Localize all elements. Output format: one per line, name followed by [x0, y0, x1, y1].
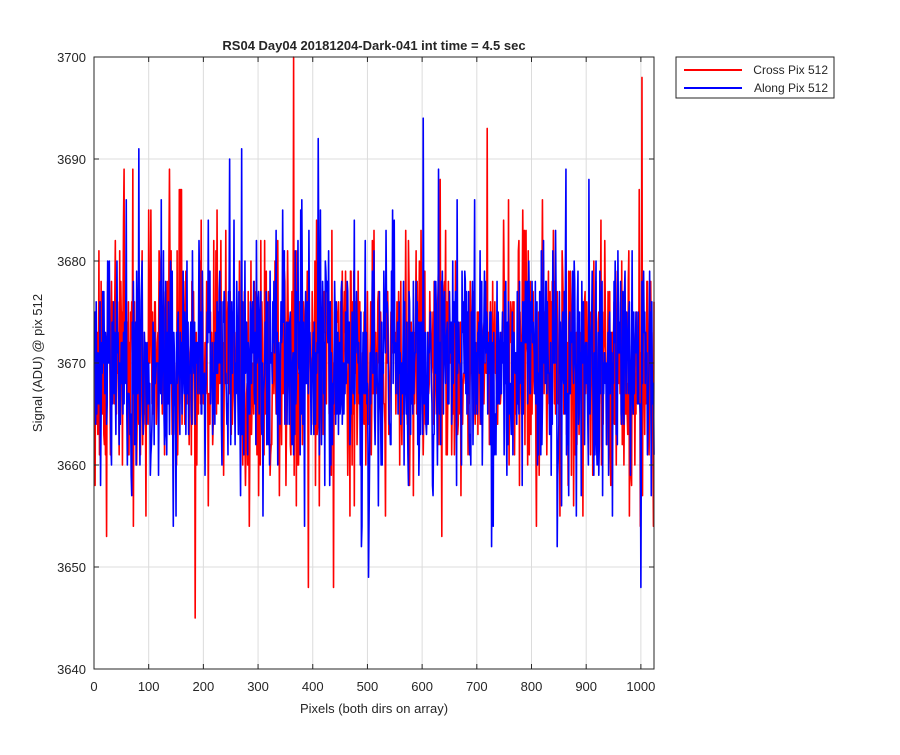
x-tick-label: 700	[466, 679, 488, 694]
series-line-along-pix-512	[93, 117, 655, 589]
legend-label-cross: Cross Pix 512	[753, 63, 828, 77]
x-tick-label: 800	[521, 679, 543, 694]
y-tick-label: 3640	[57, 662, 86, 677]
y-tick-label: 3670	[57, 356, 86, 371]
x-tick-label: 900	[575, 679, 597, 694]
x-tick-label: 600	[411, 679, 433, 694]
y-tick-label: 3680	[57, 254, 86, 269]
y-tick-label: 3690	[57, 152, 86, 167]
x-axis-label: Pixels (both dirs on array)	[300, 701, 448, 716]
x-tick-label: 0	[90, 679, 97, 694]
legend-box	[675, 56, 835, 99]
x-tick-label: 200	[193, 679, 215, 694]
x-tick-label: 300	[247, 679, 269, 694]
legend-label-along: Along Pix 512	[754, 81, 828, 95]
legend[interactable]: Cross Pix 512 Along Pix 512	[675, 56, 835, 99]
x-tick-label: 1000	[626, 679, 655, 694]
y-axis-label: Signal (ADU) @ pix 512	[30, 294, 45, 432]
chart-title: RS04 Day04 20181204-Dark-041 int time = …	[222, 38, 525, 53]
x-tick-labels: 0 100 200 300 400 500 600 700 800 900 1000	[90, 679, 655, 694]
x-tick-label: 500	[357, 679, 379, 694]
y-tick-label: 3660	[57, 458, 86, 473]
ticks	[93, 56, 654, 670]
x-tick-label: 400	[302, 679, 324, 694]
y-tick-label: 3700	[57, 50, 86, 65]
x-tick-label: 100	[138, 679, 160, 694]
y-tick-labels: 3640 3650 3660 3670 3680 3690 3700	[57, 50, 86, 677]
y-tick-label: 3650	[57, 560, 86, 575]
series-layer	[93, 56, 655, 619]
